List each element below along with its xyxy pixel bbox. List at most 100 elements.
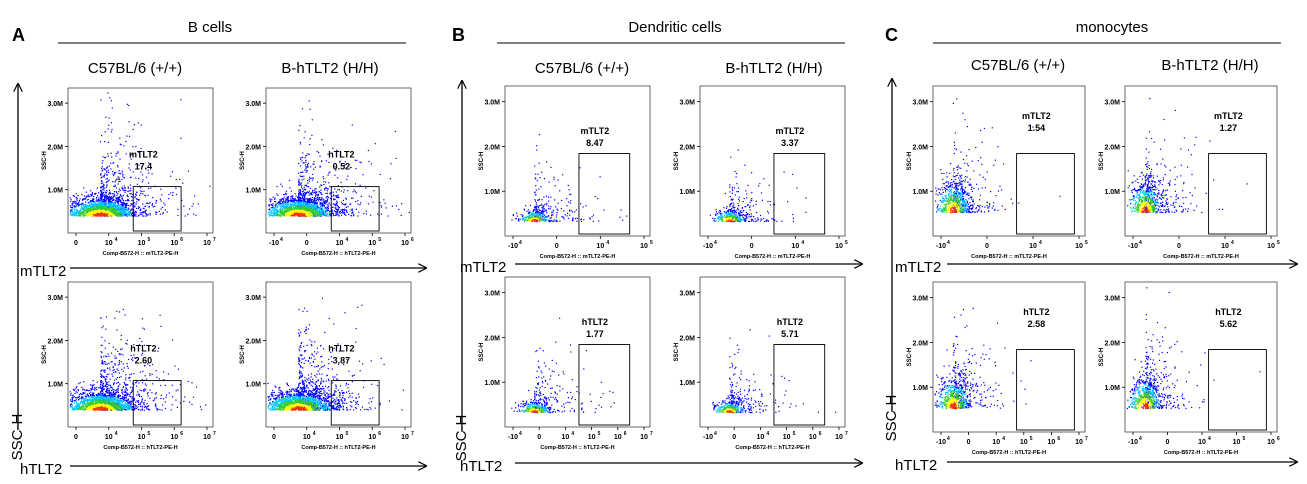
genotype-label: C57BL/6 (+/+)	[971, 57, 1065, 74]
y-tick-label: 3.0M	[912, 296, 928, 303]
y-tick-label: 2.0M	[912, 144, 928, 151]
y-tick-label: 3.0M	[1104, 100, 1120, 107]
plot-x-label: Comp-B572-H :: hTLT2-PE-H	[735, 445, 809, 451]
x-tick-label: 10	[1198, 439, 1206, 446]
x-tick-label: 10	[170, 240, 178, 247]
x-tick-label: 0	[305, 240, 309, 247]
x-tick-exponent: 4	[801, 240, 804, 246]
x-tick-exponent: 4	[714, 240, 717, 246]
x-tick-exponent: 5	[148, 431, 151, 437]
row-marker-label: mTLT2	[460, 259, 506, 276]
y-tick-label: 2.0M	[47, 338, 63, 345]
gate-rect	[578, 344, 631, 426]
gate-label: hTLT2	[328, 344, 354, 354]
gate-rect	[330, 380, 380, 426]
y-tick-label: 1.0M	[47, 188, 63, 195]
x-tick-label: 10	[562, 434, 570, 441]
density-dots	[511, 134, 628, 223]
gate-rect	[132, 186, 182, 232]
y-tick-label: 1.0M	[679, 380, 695, 387]
x-tick-label: 10	[105, 434, 113, 441]
gate-label: hTLT2	[1023, 307, 1049, 317]
x-tick-exponent: 5	[346, 431, 349, 437]
x-tick-label: 0	[1177, 243, 1181, 250]
y-tick-label: 3.0M	[912, 100, 928, 107]
gate-value: 5.62	[1220, 319, 1238, 329]
x-tick-label: 10	[138, 434, 146, 441]
y-tick-label: 1.0M	[245, 382, 261, 389]
x-tick-exponent: 6	[819, 431, 822, 437]
gate-value: 3.37	[781, 138, 799, 148]
density-dots	[1127, 98, 1248, 214]
gate-value: 5.71	[781, 329, 799, 339]
x-tick-label: 10	[368, 434, 376, 441]
genotype-label: C57BL/6 (+/+)	[535, 60, 629, 77]
x-tick-exponent: 4	[1139, 436, 1142, 442]
x-tick-exponent: 6	[1277, 436, 1280, 442]
x-tick-exponent: 4	[519, 240, 522, 246]
x-tick-exponent: 5	[1243, 436, 1246, 442]
x-tick-label: 0	[750, 243, 754, 250]
x-tick-label: 10	[640, 243, 648, 250]
plot-frame	[1124, 85, 1278, 237]
y-tick-label: 2.0M	[245, 144, 261, 151]
plot-y-label: SSC-H	[240, 345, 246, 364]
x-tick-label: 10	[303, 434, 311, 441]
density-dots	[69, 92, 211, 217]
x-tick-label: 10	[336, 240, 344, 247]
x-tick-exponent: 7	[411, 431, 414, 437]
gate-label: hTLT2	[777, 317, 803, 327]
x-tick-label: 10	[588, 434, 596, 441]
x-tick-label: 10	[596, 243, 604, 250]
plot-x-label: Comp-B572-H :: hTLT2-PE-H	[1164, 450, 1238, 456]
x-tick-label: 10	[835, 434, 843, 441]
x-tick-label: 0	[1166, 439, 1170, 446]
panel-letter: C	[885, 25, 898, 45]
density-dots	[267, 100, 410, 217]
gate-label: mTLT2	[1214, 111, 1243, 121]
panel-letter: A	[12, 25, 25, 45]
x-tick-label: 10	[614, 434, 622, 441]
y-tick-label: 3.0M	[47, 101, 63, 108]
y-tick-label: 3.0M	[245, 101, 261, 108]
plot-x-label: Comp-B572-H :: mTLT2-PE-H	[971, 254, 1047, 260]
x-tick-label: -10	[936, 243, 946, 250]
genotype-label: C57BL/6 (+/+)	[88, 60, 182, 77]
x-tick-exponent: 5	[598, 431, 601, 437]
x-tick-label: 10	[809, 434, 817, 441]
x-tick-label: 10	[138, 240, 146, 247]
density-dots	[511, 317, 615, 414]
plot-x-label: Comp-B572-H :: hTLT2-PE-H	[301, 251, 375, 257]
y-tick-label: 1.0M	[1104, 189, 1120, 196]
density-dots	[1126, 287, 1261, 410]
gate-rect	[1016, 349, 1075, 431]
panel-title: B cells	[188, 19, 232, 36]
x-tick-label: 10	[783, 434, 791, 441]
x-tick-label: 10	[1267, 439, 1275, 446]
x-tick-label: 0	[985, 243, 989, 250]
x-tick-label: 10	[170, 434, 178, 441]
gate-label: mTLT2	[775, 126, 804, 136]
plot-x-label: Comp-B572-H :: hTLT2-PE-H	[540, 445, 614, 451]
x-tick-exponent: 4	[1002, 436, 1005, 442]
x-tick-exponent: 5	[1277, 240, 1280, 246]
row-marker-label: hTLT2	[895, 457, 937, 474]
x-tick-exponent: 6	[624, 431, 627, 437]
y-tick-label: 1.0M	[912, 189, 928, 196]
plot-frame	[504, 276, 651, 428]
y-tick-label: 3.0M	[484, 100, 500, 107]
gate-rect	[132, 380, 182, 426]
x-tick-exponent: 4	[1039, 240, 1042, 246]
x-tick-exponent: 4	[519, 431, 522, 437]
density-dots	[934, 307, 1032, 410]
plot-frame	[932, 281, 1086, 433]
x-tick-label: 10	[1233, 439, 1241, 446]
x-tick-label: 0	[732, 434, 736, 441]
x-tick-label: 10	[401, 434, 409, 441]
